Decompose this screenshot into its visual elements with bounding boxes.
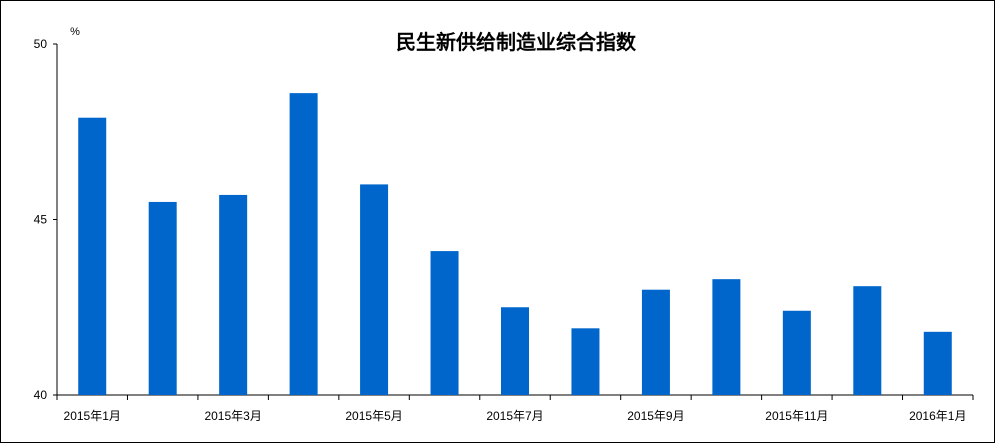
bar-13 (923, 331, 952, 395)
x-tick-label: 2015年9月 (627, 409, 684, 423)
bar-7 (501, 307, 529, 395)
y-tick-label: 40 (34, 388, 48, 402)
y-axis-unit: % (70, 26, 80, 38)
bar-10 (712, 279, 741, 395)
x-tick-label: 2015年1月 (64, 409, 121, 423)
bar-12 (853, 286, 882, 395)
bar-5 (360, 184, 389, 395)
chart-title: 民生新供给制造业综合指数 (396, 30, 637, 54)
x-tick-label: 2015年5月 (345, 409, 402, 423)
x-tick-label: 2015年7月 (486, 409, 543, 423)
bar-9 (641, 289, 670, 395)
bar-1 (78, 117, 107, 396)
x-tick-label: 2016年1月 (909, 409, 966, 423)
plot-area: 40 45 50 2015年1月 2015年3月 2015年5月 2015年7月 2015年9… (34, 37, 974, 423)
x-tick-label: 2015年11月 (765, 409, 828, 423)
bar-6 (430, 251, 459, 395)
bar-2 (148, 201, 177, 395)
bar-4 (289, 93, 318, 395)
bar-11 (782, 310, 811, 395)
bar-3 (219, 194, 248, 395)
y-tick-label: 50 (34, 37, 48, 51)
x-tick-label: 2015年3月 (204, 409, 261, 423)
bar-8 (571, 328, 600, 395)
y-tick-label: 45 (34, 213, 48, 227)
